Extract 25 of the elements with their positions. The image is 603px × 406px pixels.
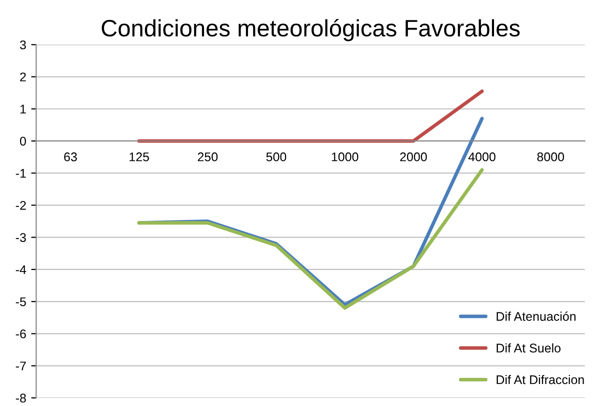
x-tick-label: 1000 <box>332 152 358 162</box>
line-series <box>137 168 484 310</box>
y-tick-label: 1 <box>20 104 26 114</box>
x-tick-label: 4000 <box>468 152 496 162</box>
y-tick-label: 2 <box>20 72 26 82</box>
x-tick-label: 500 <box>266 152 286 162</box>
y-tick-label: 0 <box>20 136 26 146</box>
y-tick-label: -3 <box>16 233 26 242</box>
y-tick-label: 3 <box>20 40 26 50</box>
x-tick-label: 250 <box>198 152 218 162</box>
y-tick-label: -5 <box>16 297 26 306</box>
x-tick-label: 2000 <box>400 152 427 162</box>
y-tick-label: -6 <box>16 329 26 338</box>
x-tick-label: 125 <box>130 152 149 162</box>
legend-label: Dif At Suelo <box>496 343 561 353</box>
legend-label: Dif At Difraccion <box>496 374 584 384</box>
legend-label: Dif Atenuación <box>496 312 576 321</box>
y-tick-label: -4 <box>16 265 26 274</box>
x-tick-label: 63 <box>64 152 77 162</box>
y-tick-label: -2 <box>16 201 26 210</box>
y-tick-label: -8 <box>16 394 26 403</box>
chart-title: Condiciones meteorológicas Favorables <box>102 18 520 42</box>
x-tick-label: 8000 <box>537 152 564 162</box>
y-tick-label: -1 <box>16 169 26 178</box>
y-tick-label: -7 <box>16 362 26 370</box>
